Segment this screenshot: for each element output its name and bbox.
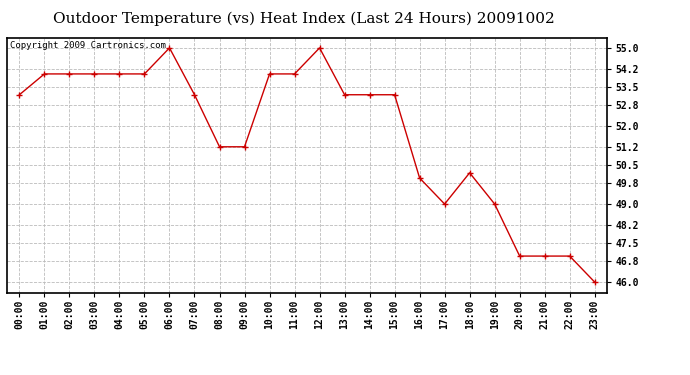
Text: Copyright 2009 Cartronics.com: Copyright 2009 Cartronics.com [10,41,166,50]
Text: Outdoor Temperature (vs) Heat Index (Last 24 Hours) 20091002: Outdoor Temperature (vs) Heat Index (Las… [52,11,555,26]
